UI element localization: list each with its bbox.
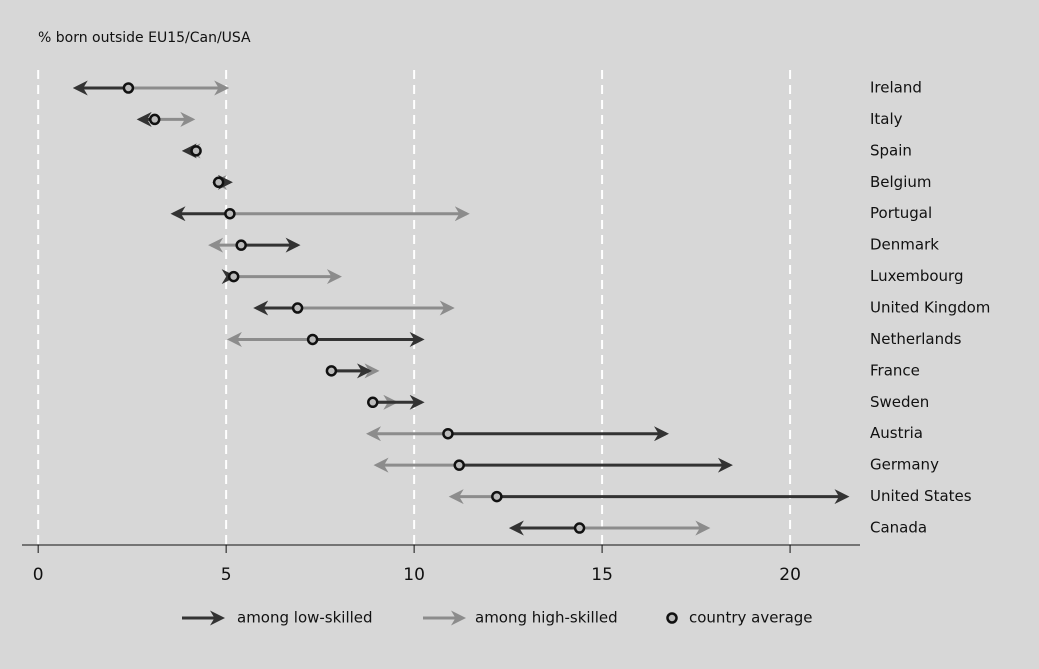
category-label: Ireland bbox=[870, 79, 922, 97]
average-dot bbox=[442, 427, 454, 440]
average-dot bbox=[224, 207, 236, 220]
category-label: Spain bbox=[870, 141, 912, 159]
category-label: Italy bbox=[870, 110, 903, 128]
x-tick-label: 15 bbox=[591, 565, 613, 585]
category-label: Belgium bbox=[870, 173, 932, 191]
average-dot bbox=[122, 82, 135, 94]
category-label: France bbox=[870, 361, 920, 379]
category-label: Germany bbox=[870, 456, 939, 474]
average-dot bbox=[212, 176, 225, 189]
chart-title: % born outside EU15/Can/USA bbox=[38, 30, 251, 46]
average-dot bbox=[325, 365, 338, 377]
legend-label: among high-skilled bbox=[475, 609, 618, 627]
category-label: Austria bbox=[870, 424, 923, 442]
category-label: United Kingdom bbox=[870, 299, 990, 317]
category-label: Luxembourg bbox=[870, 267, 964, 285]
average-dot bbox=[291, 302, 304, 314]
category-label: Denmark bbox=[870, 236, 939, 254]
x-tick-label: 0 bbox=[33, 565, 44, 585]
legend-label: country average bbox=[689, 609, 813, 627]
average-dot bbox=[190, 145, 202, 157]
category-label: Sweden bbox=[870, 393, 929, 411]
average-dot bbox=[367, 396, 379, 409]
x-tick-label: 10 bbox=[403, 565, 425, 585]
category-label: United States bbox=[870, 487, 972, 505]
legend-label: among low-skilled bbox=[237, 609, 373, 627]
average-dot bbox=[306, 333, 319, 346]
category-label: Canada bbox=[870, 519, 927, 537]
average-dot bbox=[235, 239, 247, 251]
average-dot bbox=[453, 459, 465, 471]
legend-dot bbox=[666, 612, 678, 624]
average-dot bbox=[573, 522, 586, 534]
category-label: Netherlands bbox=[870, 330, 962, 348]
average-dot bbox=[491, 490, 503, 503]
average-dot bbox=[227, 270, 240, 283]
average-dot bbox=[148, 113, 161, 126]
x-tick-label: 5 bbox=[221, 565, 232, 585]
x-tick-label: 20 bbox=[779, 565, 801, 585]
category-label: Portugal bbox=[870, 204, 932, 222]
